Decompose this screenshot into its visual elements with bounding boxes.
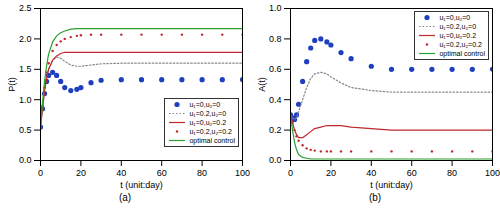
- svg-text:2.5: 2.5: [19, 3, 32, 13]
- svg-text:0.2: 0.2: [269, 125, 282, 135]
- svg-text:40: 40: [116, 168, 126, 178]
- html-text:u₁=0.2,u₂=0: u₁=0.2,u₂=0: [189, 110, 227, 117]
- svg-text:P(t): P(t): [7, 77, 17, 92]
- html-text:u₁=0,u₂=0: u₁=0,u₂=0: [439, 14, 471, 21]
- html-text:u₁=0.2,u₂=0.2: u₁=0.2,u₂=0.2: [189, 128, 232, 135]
- svg-text:0.6: 0.6: [269, 64, 282, 74]
- svg-text:1.0: 1.0: [19, 95, 32, 105]
- svg-text:40: 40: [366, 168, 376, 178]
- svg-text:60: 60: [157, 168, 167, 178]
- html-text:u₁=0,u₂=0.2: u₁=0,u₂=0.2: [189, 119, 227, 126]
- html-text:u₁=0,u₂=0.2: u₁=0,u₂=0.2: [439, 32, 477, 39]
- html-text:optimal control: optimal control: [189, 137, 235, 144]
- html-text:(a): (a): [118, 192, 132, 203]
- svg-text:80: 80: [447, 168, 457, 178]
- svg-text:80: 80: [197, 168, 207, 178]
- html-text:(b): (b): [368, 192, 382, 203]
- html-text:u₁=0.2,u₂=0: u₁=0.2,u₂=0: [439, 23, 477, 30]
- svg-text:20: 20: [326, 168, 336, 178]
- svg-text:1.0: 1.0: [269, 3, 282, 13]
- svg-text:2.0: 2.0: [19, 34, 32, 44]
- html-text:u₁=0.2,u₂=0.2: u₁=0.2,u₂=0.2: [439, 41, 482, 48]
- svg-text:0.5: 0.5: [19, 125, 32, 135]
- svg-text:100: 100: [485, 168, 500, 178]
- svg-text:100: 100: [235, 168, 250, 178]
- html-text:optimal control: optimal control: [439, 50, 485, 57]
- svg-text:0.0: 0.0: [19, 155, 32, 165]
- svg-text:0.8: 0.8: [269, 34, 282, 44]
- svg-text:0.0: 0.0: [269, 155, 282, 165]
- svg-text:0: 0: [38, 168, 43, 178]
- svg-text:0.4: 0.4: [269, 95, 282, 105]
- svg-text:t (unit:day): t (unit:day): [370, 180, 413, 190]
- html-text:u₁=0,u₂=0: u₁=0,u₂=0: [189, 101, 221, 108]
- svg-text:t (unit:day): t (unit:day): [120, 180, 163, 190]
- svg-text:A(t): A(t): [257, 77, 267, 92]
- svg-text:0: 0: [288, 168, 293, 178]
- svg-text:20: 20: [76, 168, 86, 178]
- svg-text:60: 60: [407, 168, 417, 178]
- svg-text:1.5: 1.5: [19, 64, 32, 74]
